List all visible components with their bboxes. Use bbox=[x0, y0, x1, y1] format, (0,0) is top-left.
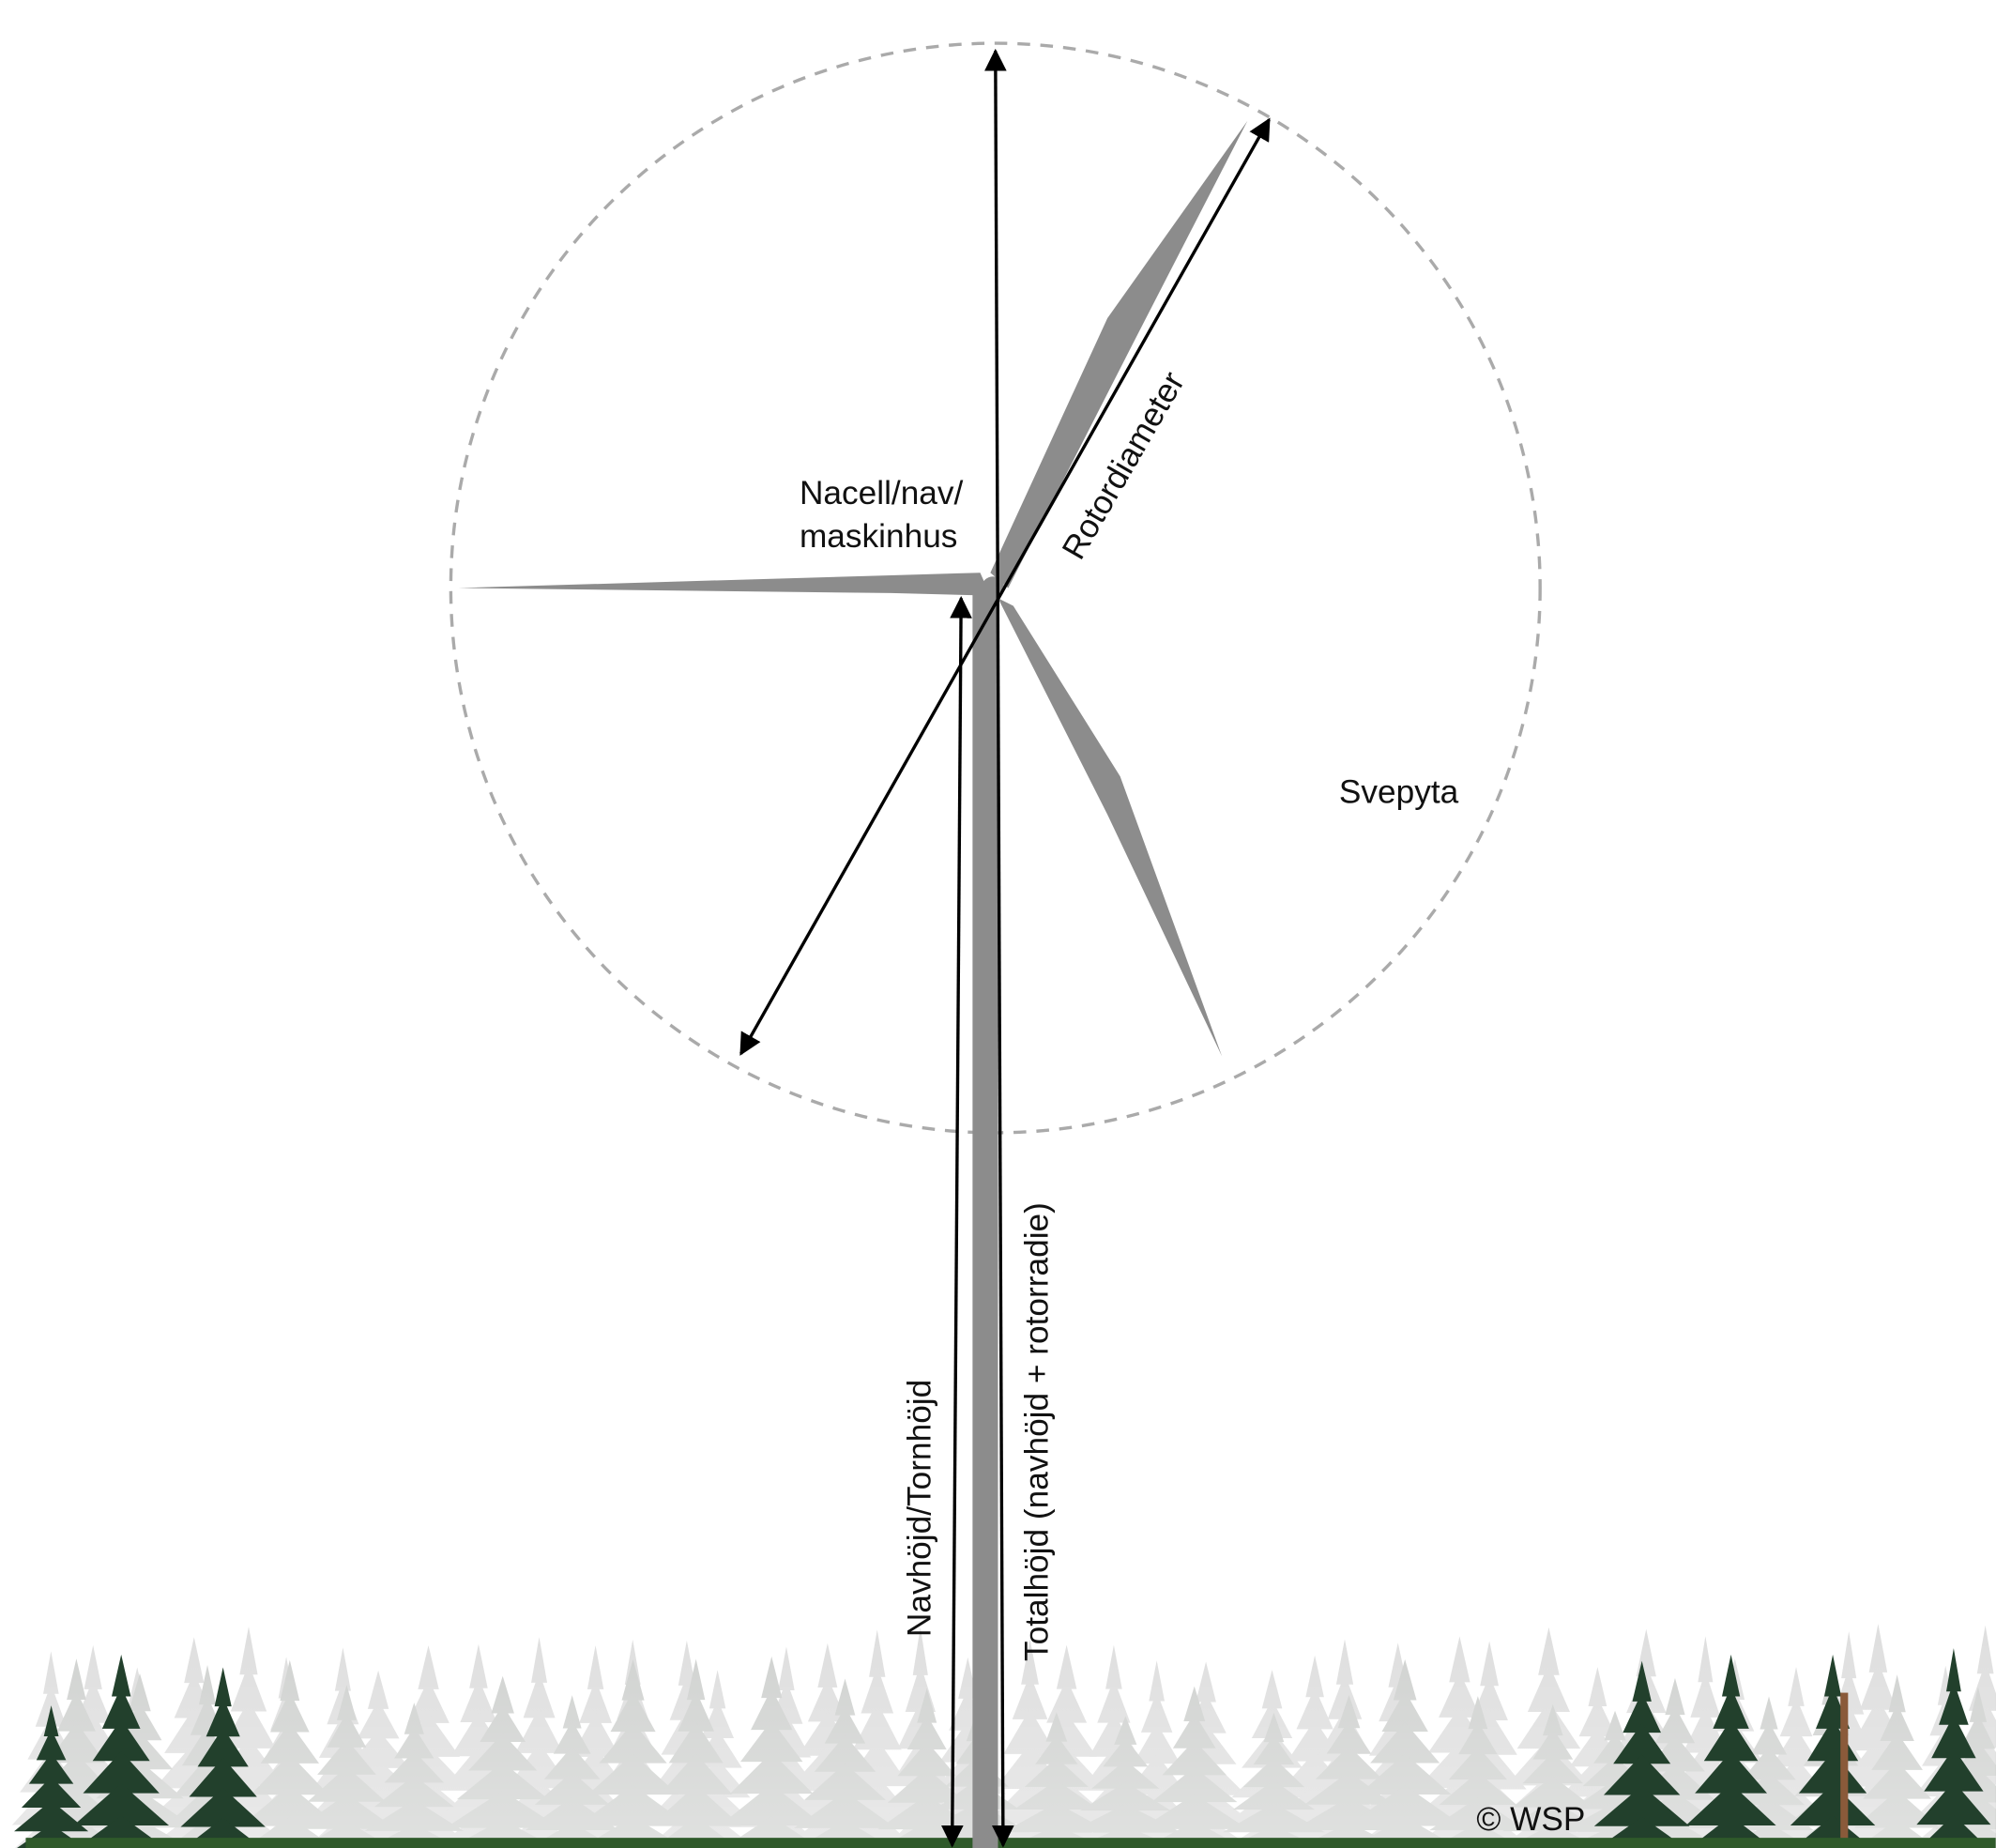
tree bbox=[0, 1616, 1996, 1848]
tree bbox=[1623, 1691, 1662, 1733]
total-height-label: Totalhöjd (navhöjd + rotorradie) bbox=[1018, 1202, 1055, 1661]
forest bbox=[0, 1616, 1996, 1848]
tower bbox=[972, 588, 998, 1848]
tree bbox=[73, 1783, 170, 1825]
tree bbox=[1939, 1681, 1969, 1725]
tree bbox=[1721, 1654, 1741, 1697]
tree bbox=[1685, 1783, 1776, 1825]
tree bbox=[112, 1654, 131, 1697]
tree bbox=[14, 1800, 89, 1832]
tree bbox=[1603, 1754, 1681, 1795]
tree bbox=[43, 1705, 59, 1737]
tree bbox=[1593, 1785, 1690, 1826]
blade-upper bbox=[990, 120, 1248, 588]
tree bbox=[28, 1752, 74, 1784]
copyright: © WSP bbox=[1476, 1801, 1585, 1838]
tree bbox=[1916, 1781, 1991, 1825]
tree bbox=[1695, 1750, 1768, 1794]
tree bbox=[1613, 1723, 1671, 1764]
tree bbox=[21, 1777, 82, 1808]
blade-left bbox=[458, 573, 991, 596]
nacelle-label: maskinhus bbox=[800, 518, 958, 555]
tree bbox=[197, 1727, 249, 1767]
tree bbox=[1840, 1692, 1849, 1848]
tree bbox=[92, 1718, 150, 1762]
tree bbox=[1931, 1715, 1976, 1759]
tree bbox=[180, 1787, 266, 1827]
tree bbox=[1713, 1687, 1749, 1729]
tree bbox=[214, 1667, 232, 1707]
tree bbox=[101, 1687, 141, 1729]
tree bbox=[1924, 1748, 1984, 1792]
tree bbox=[1703, 1718, 1759, 1762]
tree bbox=[189, 1757, 257, 1797]
rotor-diameter-arrow bbox=[739, 117, 1271, 1056]
tree bbox=[1632, 1660, 1652, 1702]
tree bbox=[206, 1697, 240, 1737]
tree bbox=[1798, 1750, 1867, 1794]
hub-height-label: Navhöjd/Tornhöjd bbox=[902, 1380, 938, 1637]
nacelle-label: Nacell/nav/ bbox=[800, 475, 964, 512]
tree bbox=[83, 1750, 160, 1794]
tree bbox=[25, 1838, 1996, 1848]
blade-lower bbox=[998, 598, 1223, 1057]
tree bbox=[36, 1729, 67, 1761]
swept-area-label: Svepyta bbox=[1339, 774, 1459, 811]
tree bbox=[1790, 1783, 1876, 1825]
tree bbox=[1945, 1648, 1961, 1692]
tree bbox=[1824, 1654, 1842, 1697]
